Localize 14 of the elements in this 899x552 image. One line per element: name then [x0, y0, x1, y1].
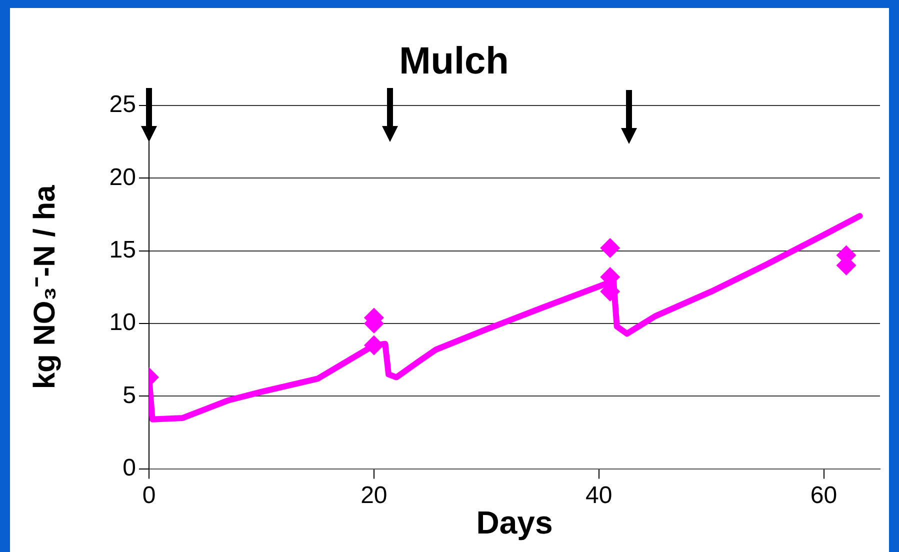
x-tick-label: 40 — [585, 482, 612, 509]
x-tick-label: 0 — [142, 482, 156, 509]
x-axis-title: Days — [476, 504, 553, 541]
y-tick-label: 20 — [109, 164, 136, 191]
point — [600, 238, 620, 258]
chart-title: Mulch — [399, 40, 509, 82]
x-tick-label: 60 — [810, 482, 838, 509]
y-tick-label: 15 — [109, 236, 136, 264]
y-tick-label: 10 — [109, 309, 136, 336]
x-tick-label: 20 — [360, 482, 388, 509]
y-tick-label: 25 — [109, 91, 136, 118]
y-tick-label: 5 — [122, 382, 136, 409]
y-tick-label: 0 — [122, 454, 136, 482]
y-axis-title: kg NO₃⁻-N / ha — [28, 184, 62, 390]
